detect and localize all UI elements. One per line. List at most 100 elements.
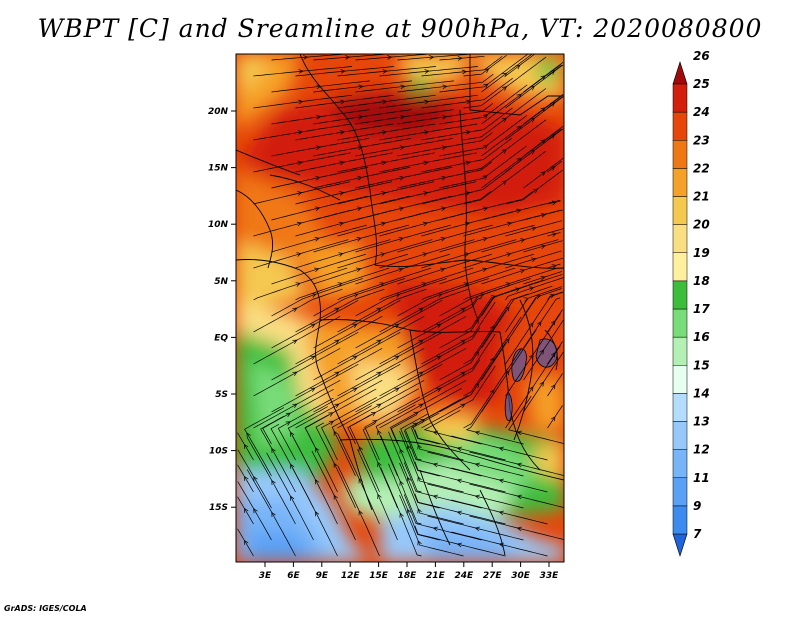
lon-tick-label: 9E — [316, 571, 329, 581]
streamline-arrow — [482, 144, 488, 150]
lon-tick-label: 33E — [540, 571, 560, 581]
colorbar-min-arrow — [672, 533, 688, 557]
colorbar-label: 16 — [693, 330, 710, 344]
streamline-arrow — [244, 443, 249, 449]
streamline-arrow — [296, 252, 302, 257]
streamline-arrow — [516, 526, 522, 532]
streamline-arrow — [441, 145, 447, 150]
streamline-arrow — [285, 421, 291, 426]
streamline-arrow — [406, 508, 412, 515]
lon-tick-label: 3E — [259, 571, 272, 581]
streamline-arrow — [339, 130, 346, 135]
streamline-arrow — [315, 447, 320, 453]
colorbar-label: 11 — [693, 471, 710, 485]
streamline-arrow — [376, 403, 382, 409]
streamline-arrow — [515, 287, 521, 292]
streamline-arrow — [292, 307, 298, 313]
streamline-arrow — [297, 191, 303, 196]
streamline-arrow — [498, 446, 504, 452]
streamline-arrow — [540, 244, 546, 249]
colorbar-label: 14 — [693, 386, 710, 400]
streamline-arrow — [440, 237, 446, 242]
streamline-arrow — [501, 117, 508, 123]
streamline-arrow — [340, 69, 346, 74]
streamline-arrow — [456, 478, 462, 484]
streamline-arrow — [432, 526, 438, 532]
streamline-arrow — [334, 307, 340, 313]
streamline-arrow — [292, 371, 298, 377]
streamline-arrow — [394, 355, 400, 361]
streamline-arrow — [528, 386, 534, 392]
colorbar-segment — [672, 336, 688, 366]
streamline-arrow — [502, 72, 508, 78]
streamline-arrow — [504, 306, 510, 312]
streamline — [505, 220, 563, 237]
streamline-arrow — [424, 99, 430, 105]
streamline-arrow — [380, 221, 387, 227]
streamline-arrow — [316, 114, 322, 120]
map-frame — [235, 53, 565, 563]
streamline-arrow — [551, 264, 557, 269]
streamline-arrow — [399, 448, 404, 454]
streamline-arrow — [271, 511, 276, 518]
streamline-arrow — [339, 160, 345, 166]
streamline — [523, 288, 562, 317]
streamline-arrow — [298, 99, 304, 105]
streamline-arrow — [442, 84, 448, 89]
streamline — [237, 449, 272, 509]
lat-tick-label: 5S — [215, 390, 228, 400]
streamline-arrow — [358, 446, 363, 452]
streamline-arrow — [315, 175, 321, 181]
streamline-arrow — [423, 160, 429, 166]
streamline-arrow — [442, 114, 448, 120]
streamline-arrow — [338, 252, 344, 257]
streamline-arrow — [297, 160, 303, 166]
streamline-arrow — [418, 371, 424, 377]
streamline-arrow — [417, 508, 422, 514]
streamline-arrow — [460, 307, 466, 313]
streamline-arrow — [356, 237, 362, 242]
lon-tick-label: 12E — [341, 571, 361, 581]
streamline-arrow — [529, 286, 535, 291]
streamline-arrow — [504, 338, 510, 344]
lat-tick-label: EQ — [214, 333, 228, 343]
streamline-arrow — [295, 282, 301, 287]
colorbar-label: 23 — [693, 133, 710, 147]
streamline-arrow — [540, 75, 546, 80]
colorbar-label: 12 — [693, 443, 710, 457]
colorbar-label: 24 — [693, 105, 710, 119]
streamline-arrow — [516, 494, 522, 500]
streamline-arrow — [417, 476, 422, 482]
streamline — [237, 432, 254, 461]
lat-tick-label: 5N — [214, 277, 228, 287]
latitude-axis: 20N 15N 10N 5N EQ 5S 10S 15S — [208, 107, 236, 513]
streamline-arrow — [520, 238, 526, 243]
streamline-arrow — [357, 145, 363, 150]
streamline-arrow — [285, 412, 291, 418]
streamline-arrow — [460, 403, 466, 409]
streamline-arrow — [506, 252, 512, 257]
colorbar-segment — [672, 393, 688, 422]
streamline-arrow — [400, 114, 406, 120]
streamline-arrow — [484, 68, 490, 73]
streamline-arrow — [422, 221, 429, 227]
streamline-arrow — [394, 387, 400, 393]
streamline-arrow — [358, 510, 363, 516]
streamline-arrow — [437, 293, 443, 298]
streamline — [237, 481, 272, 541]
streamline-arrow — [483, 206, 489, 211]
streamline-arrow — [418, 339, 424, 345]
streamline-arrow — [333, 430, 338, 436]
streamline-arrow — [271, 479, 276, 486]
colorbar-segment — [672, 196, 688, 225]
streamline-arrow — [532, 188, 539, 194]
streamline-arrow — [505, 282, 511, 287]
colorbar: 7 9 11 12 13 14 15 16 17 18 19 20 21 22 23 24 25 26 — [672, 49, 710, 557]
streamline — [547, 200, 561, 205]
streamline-arrow — [531, 226, 537, 231]
streamline-arrow — [337, 282, 343, 287]
streamline-arrow — [516, 462, 522, 468]
streamline-arrow — [253, 476, 258, 482]
streamline-arrow — [314, 267, 320, 273]
